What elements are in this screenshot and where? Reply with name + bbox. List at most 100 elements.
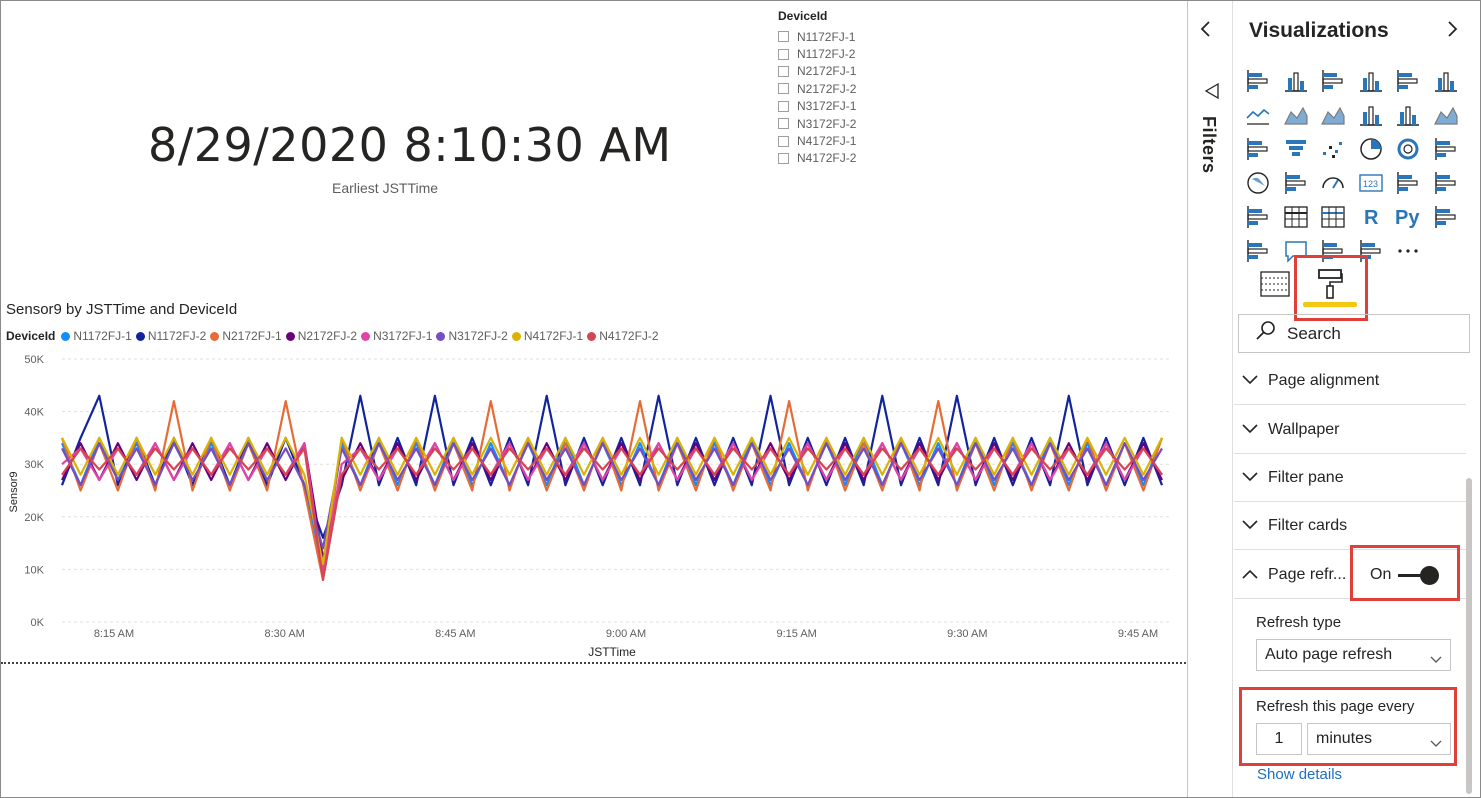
stacked-column-icon[interactable] xyxy=(1283,68,1309,94)
stacked-bar-icon[interactable] xyxy=(1245,68,1271,94)
svg-text:Py: Py xyxy=(1395,207,1420,229)
page-refresh-toggle[interactable] xyxy=(1398,574,1428,577)
paint-roller-icon[interactable] xyxy=(1317,268,1343,305)
y-tick-label: 50K xyxy=(24,354,44,366)
key-influencers-icon[interactable] xyxy=(1433,204,1459,230)
format-tab-highlight[interactable] xyxy=(1294,255,1368,321)
card-icon[interactable]: 123 xyxy=(1358,170,1384,196)
svg-text:123: 123 xyxy=(1363,179,1378,189)
show-details-link[interactable]: Show details xyxy=(1257,766,1343,783)
x-tick-label: 9:30 AM xyxy=(947,628,987,640)
interval-unit-dropdown[interactable]: minutes xyxy=(1307,723,1451,755)
stacked-area-icon[interactable] xyxy=(1320,102,1346,128)
section-filter-cards[interactable]: Filter cards xyxy=(1234,502,1466,550)
toggle-knob[interactable] xyxy=(1420,566,1439,585)
card-value[interactable]: 8/29/2020 8:10:30 AM xyxy=(148,118,672,172)
deviceid-slicer[interactable]: DeviceId N1172FJ-1 N1172FJ-2 N2172FJ-1 N217… xyxy=(778,9,928,167)
decomposition-tree-icon[interactable] xyxy=(1245,238,1271,264)
chevron-up-icon xyxy=(1242,566,1262,584)
slicer-item[interactable]: N3172FJ-1 xyxy=(778,98,928,115)
checkbox[interactable] xyxy=(778,135,789,147)
table-icon[interactable] xyxy=(1283,204,1309,230)
section-filter-pane[interactable]: Filter pane xyxy=(1234,454,1466,502)
series-line-n4172fj-1 xyxy=(61,436,1163,566)
series-line-n3172fj-2 xyxy=(61,442,1163,550)
report-canvas xyxy=(1,1,1187,797)
legend-item[interactable]: N2172FJ-1 xyxy=(210,329,282,343)
legend-item[interactable]: N4172FJ-2 xyxy=(587,329,659,343)
kpi-icon[interactable] xyxy=(1433,170,1459,196)
filters-label[interactable]: Filters xyxy=(1199,116,1219,174)
clustered-bar-icon[interactable] xyxy=(1320,68,1346,94)
treemap-icon[interactable] xyxy=(1433,136,1459,162)
legend-item[interactable]: N2172FJ-2 xyxy=(285,329,358,343)
legend-item[interactable]: N4172FJ-1 xyxy=(511,329,583,343)
legend-label: N1172FJ-1 xyxy=(73,329,132,343)
multi-row-card-icon[interactable] xyxy=(1395,170,1421,196)
legend-item[interactable]: N1172FJ-1 xyxy=(61,329,132,343)
slicer-item[interactable]: N2172FJ-1 xyxy=(778,63,928,80)
interval-input[interactable]: 1 xyxy=(1256,723,1302,755)
clustered-column-icon[interactable] xyxy=(1358,68,1384,94)
legend-item[interactable]: N3172FJ-2 xyxy=(436,329,508,343)
checkbox[interactable] xyxy=(778,152,789,164)
interval-unit-value: minutes xyxy=(1316,730,1373,747)
ribbon-chart-icon[interactable] xyxy=(1433,102,1459,128)
section-page-alignment[interactable]: Page alignment xyxy=(1234,357,1466,405)
section-label: Filter pane xyxy=(1268,468,1344,486)
map-icon[interactable] xyxy=(1245,170,1271,196)
filters-pane-collapsed[interactable] xyxy=(1187,1,1233,797)
slicer-item[interactable]: N3172FJ-2 xyxy=(778,115,928,132)
r-visual-icon[interactable]: R xyxy=(1358,204,1384,230)
legend-title: DeviceId xyxy=(6,329,56,343)
100-stacked-bar-icon[interactable] xyxy=(1395,68,1421,94)
legend-label: N3172FJ-2 xyxy=(448,329,508,343)
scatter-icon[interactable] xyxy=(1320,136,1346,162)
slicer-item[interactable]: N4172FJ-1 xyxy=(778,132,928,149)
line-clustered-column-icon[interactable] xyxy=(1358,102,1384,128)
qa-icon[interactable] xyxy=(1283,238,1309,264)
pane-scrollbar[interactable] xyxy=(1466,478,1472,794)
more-icon[interactable] xyxy=(1395,238,1421,264)
section-wallpaper[interactable]: Wallpaper xyxy=(1234,406,1466,454)
chevron-left-icon[interactable] xyxy=(1199,18,1213,44)
legend-label: N2172FJ-2 xyxy=(297,329,358,343)
checkbox[interactable] xyxy=(778,118,789,130)
legend-label: N4172FJ-2 xyxy=(599,329,659,343)
refresh-type-dropdown[interactable]: Auto page refresh xyxy=(1256,639,1451,671)
legend-item[interactable]: N3172FJ-1 xyxy=(361,329,432,343)
line-chart-icon[interactable] xyxy=(1245,102,1271,128)
x-axis-title: JSTTime xyxy=(588,645,636,659)
fields-tab-icon[interactable] xyxy=(1260,270,1290,303)
slicer-item[interactable]: N2172FJ-2 xyxy=(778,80,928,97)
pie-chart-icon[interactable] xyxy=(1358,136,1384,162)
checkbox[interactable] xyxy=(778,48,789,60)
area-chart-icon[interactable] xyxy=(1283,102,1309,128)
100-stacked-column-icon[interactable] xyxy=(1433,68,1459,94)
funnel-icon[interactable] xyxy=(1283,136,1309,162)
matrix-icon[interactable] xyxy=(1320,204,1346,230)
checkbox[interactable] xyxy=(778,65,789,77)
chevron-right-icon[interactable] xyxy=(1445,18,1459,44)
slicer-item[interactable]: N4172FJ-2 xyxy=(778,150,928,167)
slicer-icon[interactable] xyxy=(1245,204,1271,230)
legend-item[interactable]: N1172FJ-2 xyxy=(135,329,206,343)
legend-marker xyxy=(135,331,145,341)
search-icon xyxy=(1255,320,1287,347)
gauge-icon[interactable] xyxy=(1320,170,1346,196)
slicer-item[interactable]: N1172FJ-1 xyxy=(778,28,928,45)
checkbox[interactable] xyxy=(778,83,789,95)
donut-chart-icon[interactable] xyxy=(1395,136,1421,162)
toggle-label: On xyxy=(1370,566,1392,583)
line-chart[interactable]: 0K 10K 20K 30K 40K 50K 8:15 AM 8:30 AM 8:45 AM 9:… xyxy=(0,345,1186,665)
series-line-n4172fj-2 xyxy=(61,447,1163,581)
waterfall-icon[interactable] xyxy=(1245,136,1271,162)
line-stacked-column-icon[interactable] xyxy=(1395,102,1421,128)
slicer-item[interactable]: N1172FJ-2 xyxy=(778,45,928,62)
search-input[interactable]: Search xyxy=(1238,314,1470,353)
legend-marker xyxy=(511,331,521,341)
python-visual-icon[interactable]: Py xyxy=(1395,204,1421,230)
checkbox[interactable] xyxy=(778,31,789,43)
checkbox[interactable] xyxy=(778,100,789,112)
filled-map-icon[interactable] xyxy=(1283,170,1309,196)
